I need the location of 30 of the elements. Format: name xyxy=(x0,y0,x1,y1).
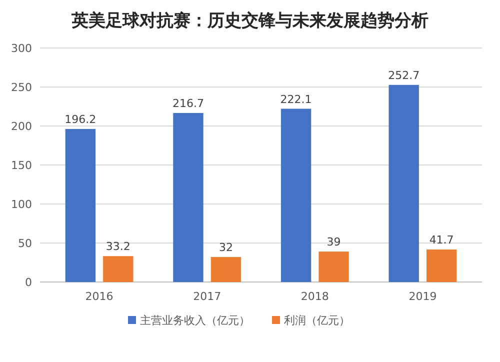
chart-title: 英美足球对抗赛：历史交锋与未来发展趋势分析 xyxy=(70,11,428,31)
y-tick-label: 50 xyxy=(18,236,32,250)
x-tick-label: 2016 xyxy=(85,290,114,303)
bar xyxy=(65,128,96,282)
bar xyxy=(280,108,312,282)
y-tick-label: 250 xyxy=(11,80,32,94)
y-tick-label: 150 xyxy=(11,158,32,172)
legend-label: 主营业务收入（亿元） xyxy=(140,314,250,327)
y-tick-label: 300 xyxy=(11,42,32,55)
bar xyxy=(103,256,134,282)
x-tick-label: 2019 xyxy=(408,290,437,303)
legend-label: 利润（亿元） xyxy=(284,314,350,327)
data-label: 222.1 xyxy=(280,92,312,106)
x-tick-label: 2017 xyxy=(193,290,222,303)
data-label: 41.7 xyxy=(429,233,454,246)
y-tick-label: 100 xyxy=(11,198,32,211)
data-label: 32 xyxy=(218,241,233,254)
x-tick-label: 2018 xyxy=(300,290,329,303)
bar xyxy=(173,112,204,282)
data-label: 252.7 xyxy=(388,68,420,82)
data-label: 216.7 xyxy=(172,96,204,110)
bar xyxy=(318,252,349,282)
y-tick-label: 0 xyxy=(25,276,32,289)
bar xyxy=(210,257,242,282)
bar xyxy=(426,249,457,282)
bar xyxy=(388,84,419,282)
y-tick-label: 200 xyxy=(11,120,32,133)
data-label: 196.2 xyxy=(64,112,96,126)
data-label: 39 xyxy=(326,236,341,249)
data-label: 33.2 xyxy=(106,240,130,254)
